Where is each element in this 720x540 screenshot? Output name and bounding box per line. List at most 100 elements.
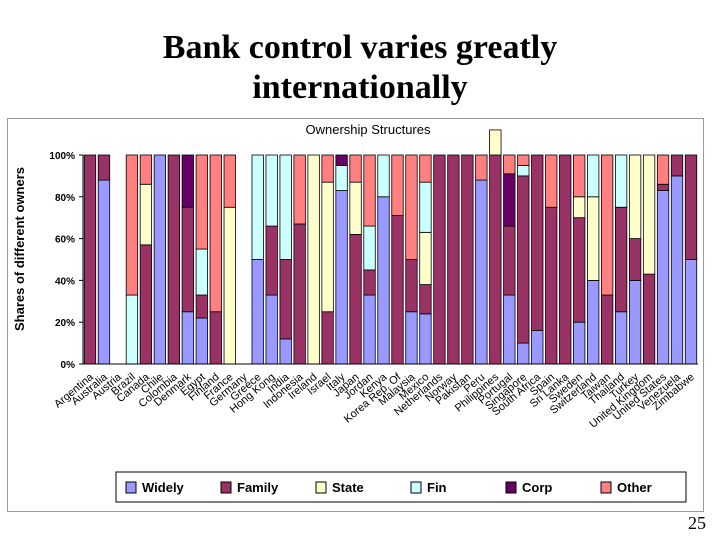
- legend-swatch-other: [600, 481, 612, 494]
- bar-united-states-other: [656, 154, 670, 185]
- bar-denmark-family: [181, 206, 194, 313]
- bar-turkey-state: [628, 154, 642, 239]
- slide-title: Bank control varies greatly internationa…: [162, 29, 558, 106]
- bar-italy-fin: [335, 165, 348, 191]
- bar-egypt-family: [195, 294, 208, 319]
- legend-swatch-state: [315, 481, 327, 494]
- bar-greece-fin: [251, 154, 264, 260]
- bar-united-states-family: [656, 183, 670, 191]
- bar-thailand-widely: [614, 311, 628, 365]
- bar-israel-family: [321, 311, 334, 365]
- bar-turkey-widely: [628, 279, 642, 365]
- bar-norway-family: [447, 154, 460, 365]
- bar-egypt-other: [195, 154, 208, 250]
- bar-denmark-widely: [181, 311, 194, 365]
- bar-turkey-family: [628, 238, 642, 281]
- bar-switzerland-state: [587, 196, 600, 281]
- y-axis-label: Shares of different owners: [12, 167, 27, 331]
- bar-israel-other: [321, 154, 334, 183]
- bar-kenya-widely: [377, 196, 390, 365]
- bar-switzerland-widely: [587, 279, 600, 365]
- bar-japan-other: [349, 154, 362, 183]
- bar-sweden-other: [573, 154, 586, 198]
- bar-spain-family: [545, 206, 558, 365]
- bar-india-widely: [279, 338, 292, 365]
- bar-malaysia-family: [405, 259, 418, 313]
- bar-hong-kong-widely: [265, 294, 278, 365]
- y-tick-label: 40%: [55, 276, 75, 287]
- bar-sweden-widely: [573, 321, 586, 365]
- legend-label-corp: Corp: [522, 480, 552, 495]
- bar-colombia-family: [167, 154, 180, 365]
- bar-mexico-family: [419, 284, 432, 315]
- bar-india-fin: [279, 154, 292, 260]
- bar-sri-lanka-family: [559, 154, 572, 365]
- bar-mexico-fin: [419, 181, 432, 233]
- bar-greece-widely: [251, 259, 264, 365]
- legend-label-state: State: [332, 480, 364, 495]
- bar-singapore-fin: [517, 165, 530, 177]
- bar-korea-rep-of-family: [391, 215, 404, 365]
- bar-australia-family: [97, 154, 111, 181]
- bar-peru-other: [475, 154, 488, 181]
- y-tick-label: 0%: [61, 360, 76, 371]
- bar-finland-family: [209, 311, 222, 365]
- y-tick-label: 100%: [49, 151, 75, 162]
- bar-brazil-other: [125, 154, 139, 296]
- bar-hong-kong-family: [265, 225, 278, 296]
- bar-taiwan-other: [601, 154, 614, 296]
- bar-philippines-family: [489, 154, 502, 365]
- bar-south-africa-widely: [531, 330, 544, 365]
- legend: Widely Family State Fin Corp Other: [115, 471, 687, 503]
- bar-pakistan-family: [461, 154, 474, 365]
- bar-spain-other: [545, 154, 558, 208]
- bar-jordan-other: [363, 154, 376, 227]
- bar-italy-corp: [335, 154, 348, 166]
- bar-canada-family: [139, 244, 153, 365]
- bar-south-africa-family: [531, 154, 544, 331]
- bar-singapore-family: [517, 175, 530, 344]
- bar-zimbabwe-family: [684, 154, 698, 260]
- bar-netherlands-family: [433, 154, 446, 365]
- bar-venezuela-widely: [670, 175, 684, 365]
- bar-mexico-widely: [419, 313, 432, 365]
- bar-canada-other: [139, 154, 153, 185]
- bar-ireland-state: [307, 154, 320, 365]
- bar-argentina-family: [83, 154, 97, 365]
- bar-india-family: [279, 259, 292, 340]
- bar-france-state: [223, 206, 236, 365]
- bar-philippines-state: [489, 129, 502, 156]
- bar-indonesia-family: [293, 223, 306, 365]
- legend-label-family: Family: [237, 480, 279, 495]
- bar-italy-widely: [335, 190, 348, 365]
- bar-zimbabwe-widely: [684, 259, 698, 365]
- bar-thailand-family: [614, 206, 628, 313]
- bar-sweden-family: [573, 217, 586, 323]
- bar-venezuela-family: [670, 154, 684, 177]
- ownership-chart: Ownership Structures Shares of different…: [12, 122, 698, 503]
- legend-swatch-widely: [125, 481, 137, 494]
- bar-jordan-fin: [363, 225, 376, 271]
- bar-mexico-other: [419, 154, 432, 183]
- legend-label-fin: Fin: [427, 480, 447, 495]
- chart-title: Ownership Structures: [306, 122, 431, 137]
- bar-united-states-widely: [656, 190, 670, 365]
- bar-israel-state: [321, 181, 334, 313]
- bar-portugal-widely: [503, 294, 516, 365]
- bar-kenya-fin: [377, 154, 390, 198]
- bar-thailand-fin: [614, 154, 628, 208]
- legend-swatch-corp: [505, 481, 517, 494]
- bar-japan-family: [349, 234, 362, 365]
- bar-portugal-other: [503, 154, 516, 175]
- bar-singapore-widely: [517, 342, 530, 365]
- bar-portugal-corp: [503, 173, 516, 227]
- bar-hong-kong-fin: [265, 154, 278, 227]
- legend-label-widely: Widely: [142, 480, 185, 495]
- bar-jordan-family: [363, 269, 376, 296]
- bar-malaysia-other: [405, 154, 418, 260]
- bar-korea-rep-of-other: [391, 154, 404, 217]
- legend-swatch-fin: [410, 481, 422, 494]
- bar-canada-state: [139, 183, 153, 246]
- bar-finland-other: [209, 154, 222, 313]
- bar-peru-widely: [475, 179, 488, 365]
